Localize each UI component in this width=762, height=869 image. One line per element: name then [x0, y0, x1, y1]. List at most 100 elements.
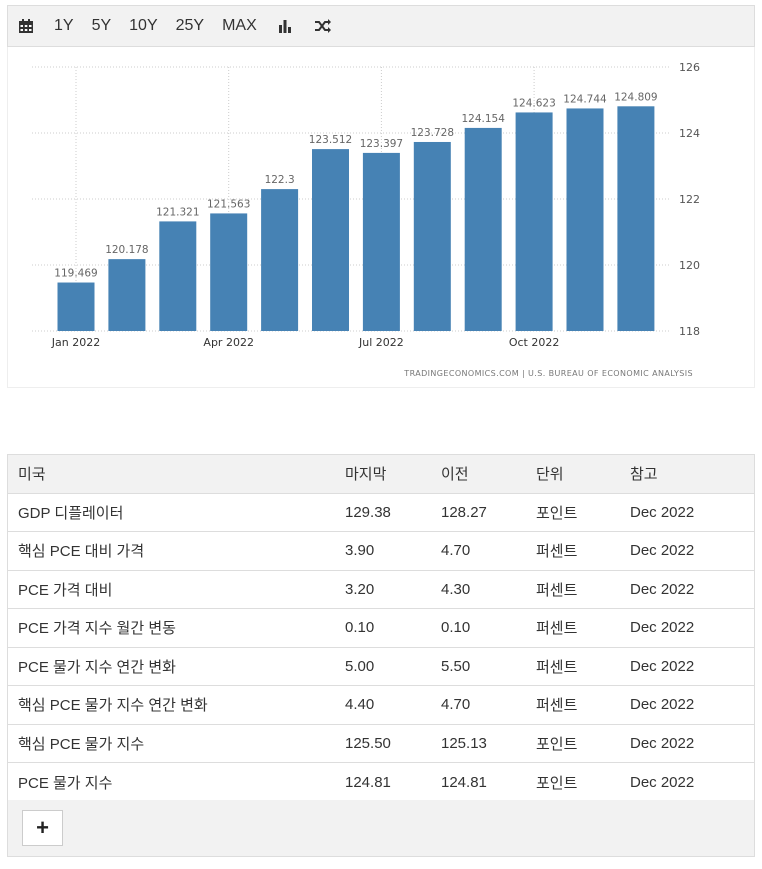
range-10y-button[interactable]: 10Y	[129, 17, 158, 34]
reference-date: Dec 2022	[630, 619, 695, 637]
indicators-table: 미국 마지막 이전 단위 참고 GDP 디플레이터 129.38 128.27 …	[7, 454, 755, 803]
indicator-link[interactable]: PCE 가격 대비	[18, 581, 113, 599]
previous-value: 4.30	[441, 580, 471, 598]
table-row[interactable]: PCE 물가 지수 연간 변화 5.00 5.50 퍼센트 Dec 2022	[8, 648, 754, 686]
indicator-link[interactable]: 핵심 PCE 물가 지수 연간 변화	[18, 697, 208, 715]
reference-date: Dec 2022	[630, 503, 695, 521]
reference-date: Dec 2022	[630, 542, 695, 560]
previous-value: 5.50	[441, 657, 471, 675]
y-tick-label: 124	[679, 127, 700, 140]
chart-bar[interactable]	[57, 282, 95, 331]
bar-value-label: 123.397	[360, 138, 403, 150]
y-tick-label: 126	[679, 61, 700, 74]
previous-value: 125.13	[441, 734, 487, 752]
last-value: 0.10	[345, 619, 375, 637]
bar-value-label: 121.321	[156, 206, 199, 218]
previous-value: 4.70	[441, 542, 471, 560]
x-tick-label: Oct 2022	[509, 336, 560, 349]
range-1y-button[interactable]: 1Y	[54, 17, 74, 34]
last-value: 124.81	[345, 773, 391, 791]
table-row[interactable]: 핵심 PCE 물가 지수 125.50 125.13 포인트 Dec 2022	[8, 725, 754, 763]
bar-value-label: 120.178	[105, 244, 148, 256]
indicator-link[interactable]: PCE 물가 지수	[18, 774, 113, 792]
indicator-link[interactable]: PCE 물가 지수 연간 변화	[18, 658, 176, 676]
bar-value-label: 124.623	[512, 97, 555, 109]
indicator-link[interactable]: 핵심 PCE 물가 지수	[18, 735, 145, 753]
chart-toolbar: 1Y 5Y 10Y 25Y MAX	[7, 5, 755, 47]
last-value: 3.90	[345, 542, 375, 560]
y-tick-label: 120	[679, 259, 700, 272]
range-25y-button[interactable]: 25Y	[175, 17, 205, 34]
chart-bar[interactable]	[210, 213, 248, 331]
unit: 퍼센트	[536, 543, 578, 561]
header-unit: 단위	[536, 466, 564, 484]
table-row[interactable]: 핵심 PCE 물가 지수 연간 변화 4.40 4.70 퍼센트 Dec 202…	[8, 686, 754, 725]
chart-bar[interactable]	[362, 152, 400, 331]
chart-bar[interactable]	[312, 149, 349, 331]
previous-value: 124.81	[441, 773, 487, 791]
x-tick-label: Apr 2022	[203, 336, 254, 349]
unit: 포인트	[536, 735, 578, 753]
chart-bar[interactable]	[261, 189, 299, 331]
table-row[interactable]: PCE 가격 대비 3.20 4.30 퍼센트 Dec 2022	[8, 571, 754, 609]
previous-value: 0.10	[441, 619, 471, 637]
calendar-icon[interactable]	[16, 6, 36, 46]
unit: 퍼센트	[536, 581, 578, 599]
indicator-link[interactable]: GDP 디플레이터	[18, 504, 124, 522]
y-tick-label: 122	[679, 193, 700, 206]
bar-chart: 119.469 120.178 121.321 121.563 122.3 123.512…	[32, 61, 700, 378]
chart-bars	[57, 106, 655, 331]
chart-bar[interactable]	[566, 108, 604, 331]
bar-value-label: 119.469	[54, 268, 97, 280]
reference-date: Dec 2022	[630, 734, 695, 752]
unit: 퍼센트	[536, 658, 578, 676]
bar-chart-icon[interactable]	[275, 6, 295, 46]
last-value: 125.50	[345, 734, 391, 752]
unit: 퍼센트	[536, 697, 578, 715]
table-row[interactable]: GDP 디플레이터 129.38 128.27 포인트 Dec 2022	[8, 494, 754, 532]
last-value: 129.38	[345, 503, 391, 521]
chart-bar[interactable]	[515, 112, 553, 331]
reference-date: Dec 2022	[630, 696, 695, 714]
chart-bar[interactable]	[413, 141, 451, 331]
reference-date: Dec 2022	[630, 657, 695, 675]
bar-value-label: 123.512	[309, 134, 352, 146]
range-max-button[interactable]: MAX	[222, 17, 257, 34]
last-value: 5.00	[345, 657, 375, 675]
add-button[interactable]: +	[22, 810, 63, 846]
bar-value-label: 123.728	[411, 127, 454, 139]
previous-value: 128.27	[441, 503, 487, 521]
indicator-link[interactable]: 핵심 PCE 대비 가격	[18, 543, 145, 561]
table-header: 미국 마지막 이전 단위 참고	[8, 455, 754, 494]
bar-value-label: 122.3	[265, 174, 295, 186]
chart-bar[interactable]	[159, 221, 197, 331]
y-tick-label: 118	[679, 325, 700, 338]
unit: 포인트	[536, 774, 578, 792]
table-row[interactable]: PCE 가격 지수 월간 변동 0.10 0.10 퍼센트 Dec 2022	[8, 609, 754, 648]
indicator-link[interactable]: PCE 가격 지수 월간 변동	[18, 620, 176, 638]
x-tick-label: Jan 2022	[51, 336, 100, 349]
x-tick-label: Jul 2022	[358, 336, 404, 349]
bar-value-label: 124.809	[614, 91, 657, 103]
shuffle-icon[interactable]	[313, 6, 333, 46]
range-5y-button[interactable]: 5Y	[91, 17, 112, 34]
chart-bar[interactable]	[617, 106, 655, 331]
bar-value-label: 121.563	[207, 198, 250, 210]
header-reference: 참고	[630, 466, 658, 484]
previous-value: 4.70	[441, 696, 471, 714]
unit: 퍼센트	[536, 620, 578, 638]
chart-axes: 118 120 122 124 126 Jan 2022 Apr 2022 Jul 2022 O…	[51, 61, 700, 349]
last-value: 4.40	[345, 696, 375, 714]
table-row[interactable]: PCE 물가 지수 124.81 124.81 포인트 Dec 2022	[8, 763, 754, 802]
reference-date: Dec 2022	[630, 580, 695, 598]
chart-bar[interactable]	[464, 127, 502, 331]
last-value: 3.20	[345, 580, 375, 598]
table-footer: +	[7, 800, 755, 857]
bar-value-label: 124.744	[563, 93, 607, 105]
chart-container: 119.469 120.178 121.321 121.563 122.3 123.512…	[7, 47, 755, 388]
header-country: 미국	[18, 466, 46, 484]
table-row[interactable]: 핵심 PCE 대비 가격 3.90 4.70 퍼센트 Dec 2022	[8, 532, 754, 571]
chart-source: TRADINGECONOMICS.COM | U.S. BUREAU OF EC…	[403, 369, 693, 378]
unit: 포인트	[536, 504, 578, 522]
chart-bar[interactable]	[108, 259, 146, 331]
